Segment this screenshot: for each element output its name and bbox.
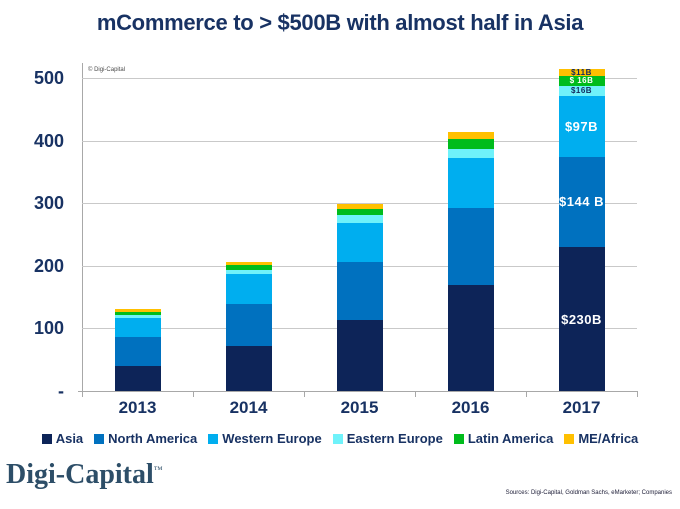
bar-2017: $230B $144 B $97B $16B $ 16B $11B: [558, 67, 605, 391]
legend-swatch-north-america: [94, 433, 105, 444]
segment-eastern-europe-2015: [336, 215, 383, 224]
x-axis-line: [78, 391, 638, 392]
ytick-label-200: 200: [33, 255, 64, 276]
xtick-label-2013: 2013: [118, 398, 157, 417]
xtick-label-2016: 2016: [451, 398, 490, 417]
legend-swatch-western-europe: [208, 433, 219, 444]
gridline: [82, 203, 637, 205]
segment-me-africa-2017: $11B: [558, 67, 605, 77]
segment-eastern-europe-2014: [225, 270, 272, 274]
bar-2014: [225, 262, 272, 391]
axis-tick: [637, 392, 638, 397]
segment-western-europe-2016: [447, 157, 494, 209]
segment-label-latin-america: $ 16B: [569, 76, 594, 86]
legend-item-western-europe: Western Europe: [208, 431, 322, 446]
axis-tick: [415, 392, 416, 397]
legend-label-asia: Asia: [55, 431, 84, 446]
segment-label-western-europe: $97B: [564, 119, 599, 135]
segment-western-europe-2013: [114, 317, 161, 337]
y-axis-line: [82, 63, 83, 397]
ytick-label-300: 300: [33, 193, 64, 214]
segment-latin-america-2015: [336, 208, 383, 216]
segment-asia-2015: [336, 319, 383, 391]
axis-tick: [193, 392, 194, 397]
bar-2013: [114, 309, 161, 391]
legend-swatch-asia: [41, 433, 52, 444]
legend-swatch-me-africa: [564, 433, 575, 444]
segment-label-asia: $230B: [561, 311, 602, 327]
segment-north-america-2016: [447, 208, 494, 285]
logo-trademark: ™: [153, 464, 163, 475]
xtick-label-2017: 2017: [562, 398, 601, 417]
segment-north-america-2017: $144 B: [558, 156, 605, 248]
plot-area: © Digi-Capital - 100 200 300 400 500 2013 2014 2…: [34, 63, 638, 417]
segment-north-america-2013: [114, 336, 161, 366]
segment-asia-2017: $230B: [558, 247, 605, 391]
axis-tick: [304, 392, 305, 397]
bar-2016: [447, 131, 494, 391]
ytick-label-100: 100: [33, 318, 64, 339]
legend-item-asia: Asia: [41, 431, 84, 446]
segment-label-eastern-europe: $16B: [570, 86, 593, 96]
legend-label-me-africa: ME/Africa: [578, 431, 639, 446]
legend-label-latin-america: Latin America: [467, 431, 554, 446]
segment-eastern-europe-2017: $16B: [558, 86, 605, 97]
segment-latin-america-2017: $ 16B: [558, 76, 605, 87]
ytick-label--: -: [58, 381, 64, 401]
chart-title: mCommerce to > $500B with almost half in…: [96, 10, 584, 35]
bar-2015: [336, 203, 383, 391]
legend-item-me-africa: ME/Africa: [564, 431, 638, 446]
segment-latin-america-2013: [114, 311, 161, 315]
xtick-label-2015: 2015: [340, 398, 379, 417]
gridline: [82, 78, 637, 79]
segment-western-europe-2014: [225, 273, 272, 304]
sources-text: Sources: Digi-Capital, Goldman Sachs, eM…: [505, 490, 672, 496]
logo-text: Digi-Capital: [6, 459, 154, 490]
logo: Digi-Capital™: [6, 459, 163, 491]
legend-label-western-europe: Western Europe: [222, 431, 322, 446]
ytick-label-400: 400: [33, 130, 64, 151]
legend-item-latin-america: Latin America: [453, 431, 554, 446]
segment-north-america-2014: [225, 304, 272, 346]
legend-label-eastern-europe: Eastern Europe: [346, 431, 443, 446]
axis-tick: [526, 392, 527, 397]
legend-item-north-america: North America: [94, 431, 197, 446]
segment-label-north-america: $144 B: [559, 194, 604, 210]
legend-item-eastern-europe: Eastern Europe: [332, 431, 443, 446]
ytick-label-500: 500: [33, 68, 64, 88]
segment-asia-2013: [114, 365, 161, 391]
segment-me-africa-2014: [225, 262, 272, 266]
legend-label-north-america: North America: [108, 431, 198, 446]
watermark: © Digi-Capital: [88, 67, 126, 73]
segment-label-me-africa: $11B: [571, 67, 592, 77]
segment-me-africa-2015: [336, 203, 383, 209]
segment-north-america-2015: [336, 262, 383, 320]
segment-latin-america-2014: [225, 265, 272, 271]
segment-latin-america-2016: [447, 139, 494, 149]
segment-eastern-europe-2013: [114, 314, 161, 318]
xtick-label-2014: 2014: [229, 398, 268, 417]
gridline: [82, 140, 637, 142]
segment-asia-2016: [447, 284, 494, 391]
segment-asia-2014: [225, 345, 272, 391]
legend-swatch-latin-america: [453, 433, 464, 444]
segment-me-africa-2013: [114, 309, 161, 312]
segment-eastern-europe-2016: [447, 148, 494, 158]
segment-me-africa-2016: [447, 131, 494, 140]
legend-swatch-eastern-europe: [332, 433, 343, 444]
segment-western-europe-2015: [336, 223, 383, 263]
legend: Asia North America Western Europe Eastern E…: [0, 431, 680, 446]
axis-tick: [82, 392, 83, 397]
segment-western-europe-2017: $97B: [558, 96, 605, 157]
